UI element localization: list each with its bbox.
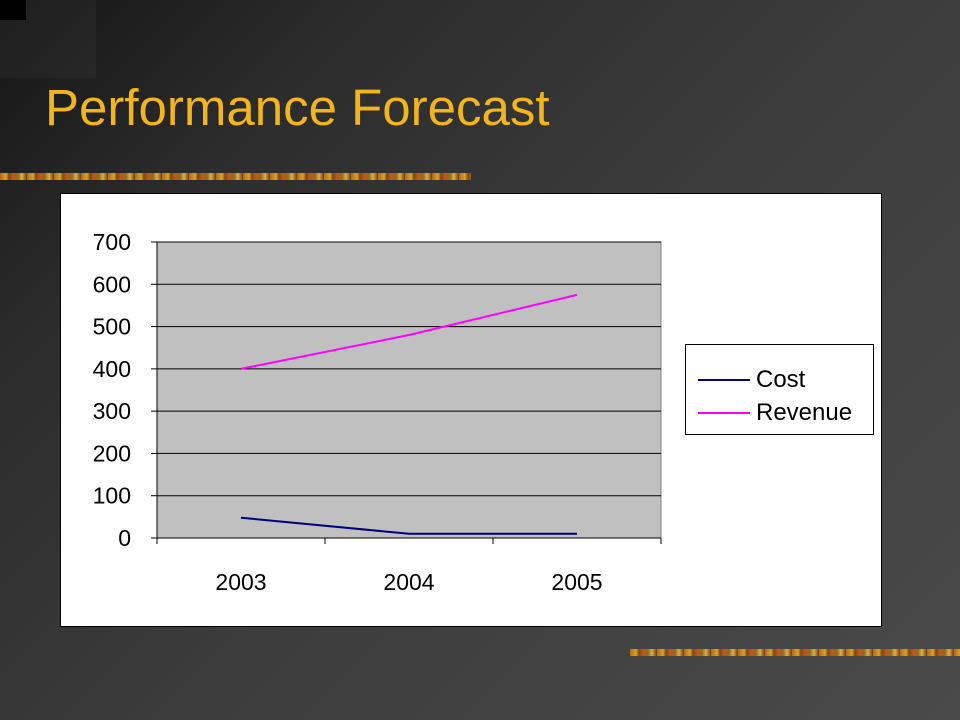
- legend-swatch-cost: [698, 379, 750, 381]
- corner-square: [0, 0, 26, 20]
- y-tick-label-0: 0: [118, 525, 131, 551]
- footer-divider: [630, 649, 960, 656]
- y-tick-label-700: 700: [93, 229, 131, 255]
- slide-title: Performance Forecast: [45, 79, 550, 136]
- y-tick-label-300: 300: [93, 398, 131, 424]
- legend: Cost Revenue: [685, 344, 874, 435]
- axes: [151, 241, 662, 544]
- gridlines: [157, 241, 661, 497]
- legend-item-revenue: Revenue: [698, 398, 868, 428]
- series-line-cost: [240, 516, 577, 535]
- legend-item-cost: Cost: [698, 365, 868, 395]
- x-tick-label-2005: 2005: [551, 569, 602, 595]
- chart-frame: 0 100 200 300 400 500 600 700 2003 2004 2005 Cost…: [60, 193, 882, 627]
- y-tick-label-600: 600: [93, 271, 131, 297]
- plot-area: [156, 241, 662, 539]
- y-tick-label-200: 200: [93, 440, 131, 466]
- y-tick-label-100: 100: [93, 483, 131, 509]
- legend-label-revenue: Revenue: [756, 399, 853, 426]
- legend-swatch-revenue: [698, 412, 750, 414]
- x-tick-label-2004: 2004: [383, 569, 434, 595]
- series-lines: [240, 293, 578, 535]
- y-tick-label-500: 500: [93, 314, 131, 340]
- series-line-revenue: [240, 293, 578, 370]
- title-divider: [0, 173, 471, 180]
- line-chart: 0 100 200 300 400 500 600 700 2003 2004 2005: [93, 229, 662, 595]
- legend-label-cost: Cost: [756, 366, 806, 393]
- x-tick-label-2003: 2003: [215, 569, 266, 595]
- y-tick-labels: 0 100 200 300 400 500 600 700: [93, 229, 131, 551]
- x-tick-labels: 2003 2004 2005: [215, 569, 602, 595]
- y-tick-label-400: 400: [93, 356, 131, 382]
